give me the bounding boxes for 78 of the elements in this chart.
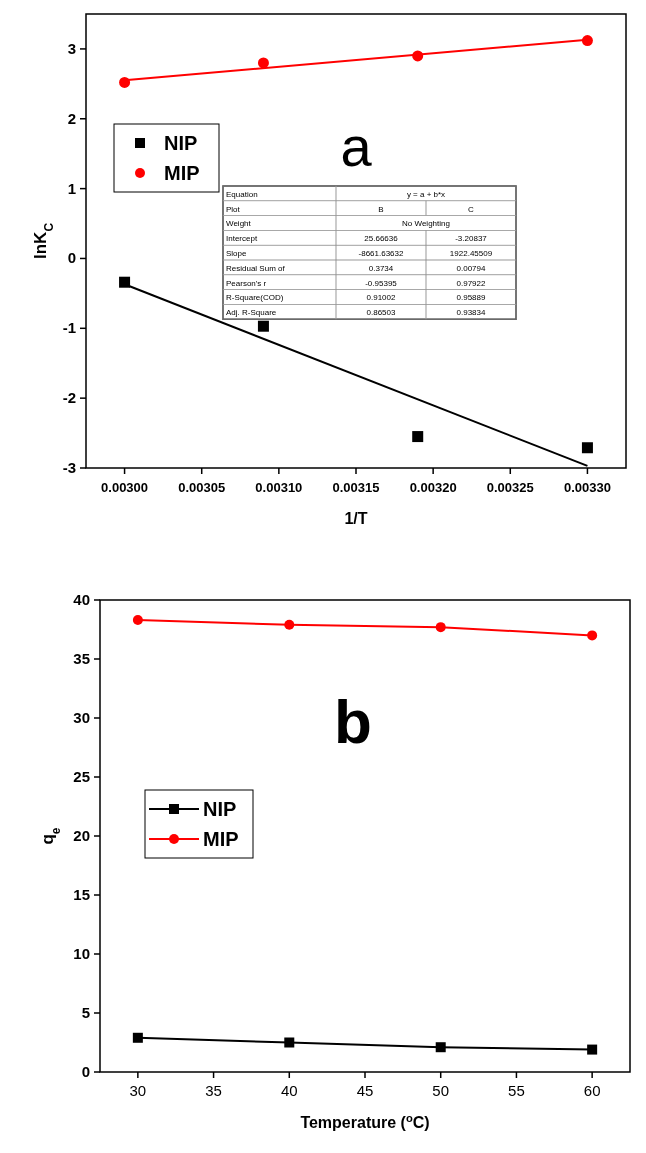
y-tick-label: 25 — [73, 768, 90, 785]
y-tick-label: 3 — [67, 39, 76, 57]
x-axis-title: Temperature ($^{o}$C) — [300, 1112, 430, 1131]
point — [581, 35, 593, 47]
x-tick-label: 0.00320 — [409, 480, 457, 495]
y-tick-label: 35 — [73, 650, 90, 667]
point — [119, 276, 131, 288]
point — [435, 1042, 446, 1053]
annotation: R-Square(COD) — [226, 293, 284, 303]
x-tick-label: 30 — [129, 1082, 147, 1099]
x-tick-label: 45 — [356, 1082, 374, 1099]
x-tick-label: 0.00310 — [255, 480, 303, 495]
y-tick-label: -3 — [62, 459, 76, 476]
x-tick-label: 55 — [508, 1082, 525, 1099]
legend-label: NIP — [164, 132, 198, 154]
point — [119, 76, 131, 88]
y-tick-label: -2 — [62, 389, 76, 407]
point — [412, 431, 424, 443]
x-tick-label: 60 — [583, 1082, 601, 1099]
annotation: 25.66636 — [364, 234, 399, 244]
annotation: 0.95889 — [456, 293, 487, 303]
x-tick-label: 40 — [280, 1082, 298, 1099]
point — [284, 1037, 295, 1048]
annotation: b — [334, 687, 372, 756]
annotation: B — [378, 204, 384, 214]
annotation: y = a + b*x — [406, 189, 446, 199]
annotation: 0.97922 — [456, 278, 487, 288]
y-tick-label: 0 — [67, 249, 76, 267]
y-tick-label: 30 — [73, 709, 90, 726]
annotation: Pearson's r — [226, 278, 267, 288]
y-tick-label: 5 — [81, 1004, 90, 1021]
y-tick-label: 2 — [67, 109, 76, 127]
annotation: 0.93834 — [456, 308, 487, 318]
x-tick-label: 0.00330 — [563, 480, 611, 495]
point — [581, 442, 593, 454]
annotation: -8661.63632 — [358, 249, 405, 258]
annotation: Residual Sum of — [226, 263, 286, 273]
annotation: 0.3734 — [368, 263, 394, 273]
point — [257, 320, 269, 332]
annotation: Weight — [226, 219, 252, 229]
x-tick-label: 35 — [205, 1082, 222, 1099]
x-tick-label: 0.00325 — [486, 480, 534, 495]
annotation: -0.95395 — [365, 278, 398, 288]
annotation: Intercept — [226, 234, 258, 244]
annotation: a — [340, 115, 373, 178]
x-tick-label: 0.00300 — [101, 480, 149, 495]
annotation: 1922.45509 — [449, 249, 493, 258]
annotation: 0.00794 — [456, 263, 487, 273]
annotation: Plot — [226, 204, 241, 214]
annotation: Slope — [226, 249, 248, 258]
y-tick-label: 15 — [73, 886, 90, 903]
x-tick-label: 0.00315 — [332, 480, 380, 495]
legend-label: MIP — [203, 828, 239, 850]
point — [257, 57, 269, 69]
annotation: -3.20837 — [455, 234, 488, 244]
x-tick-label: 50 — [432, 1082, 450, 1099]
y-tick-label: 0 — [81, 1063, 90, 1080]
annotation: 0.91002 — [366, 293, 397, 303]
point — [587, 630, 598, 641]
x-tick-label: 0.00305 — [178, 480, 226, 495]
annotation: 0.86503 — [366, 308, 397, 318]
legend-label: NIP — [203, 798, 237, 820]
x-axis-title: 1/T — [344, 510, 368, 527]
annotation: Equation — [226, 189, 258, 199]
point — [132, 1032, 143, 1043]
legend-label: MIP — [164, 162, 200, 184]
y-tick-label: 20 — [73, 827, 90, 844]
y-tick-label: -1 — [62, 319, 76, 337]
point — [132, 615, 143, 626]
y-tick-label: 1 — [67, 179, 76, 197]
point — [587, 1044, 598, 1055]
y-tick-label: 10 — [73, 945, 90, 962]
annotation: C — [468, 204, 475, 214]
point — [284, 619, 295, 630]
y-tick-label: 40 — [73, 591, 90, 608]
point — [435, 622, 446, 633]
annotation: Adj. R-Square — [226, 308, 277, 318]
annotation: No Weighting — [402, 219, 450, 229]
